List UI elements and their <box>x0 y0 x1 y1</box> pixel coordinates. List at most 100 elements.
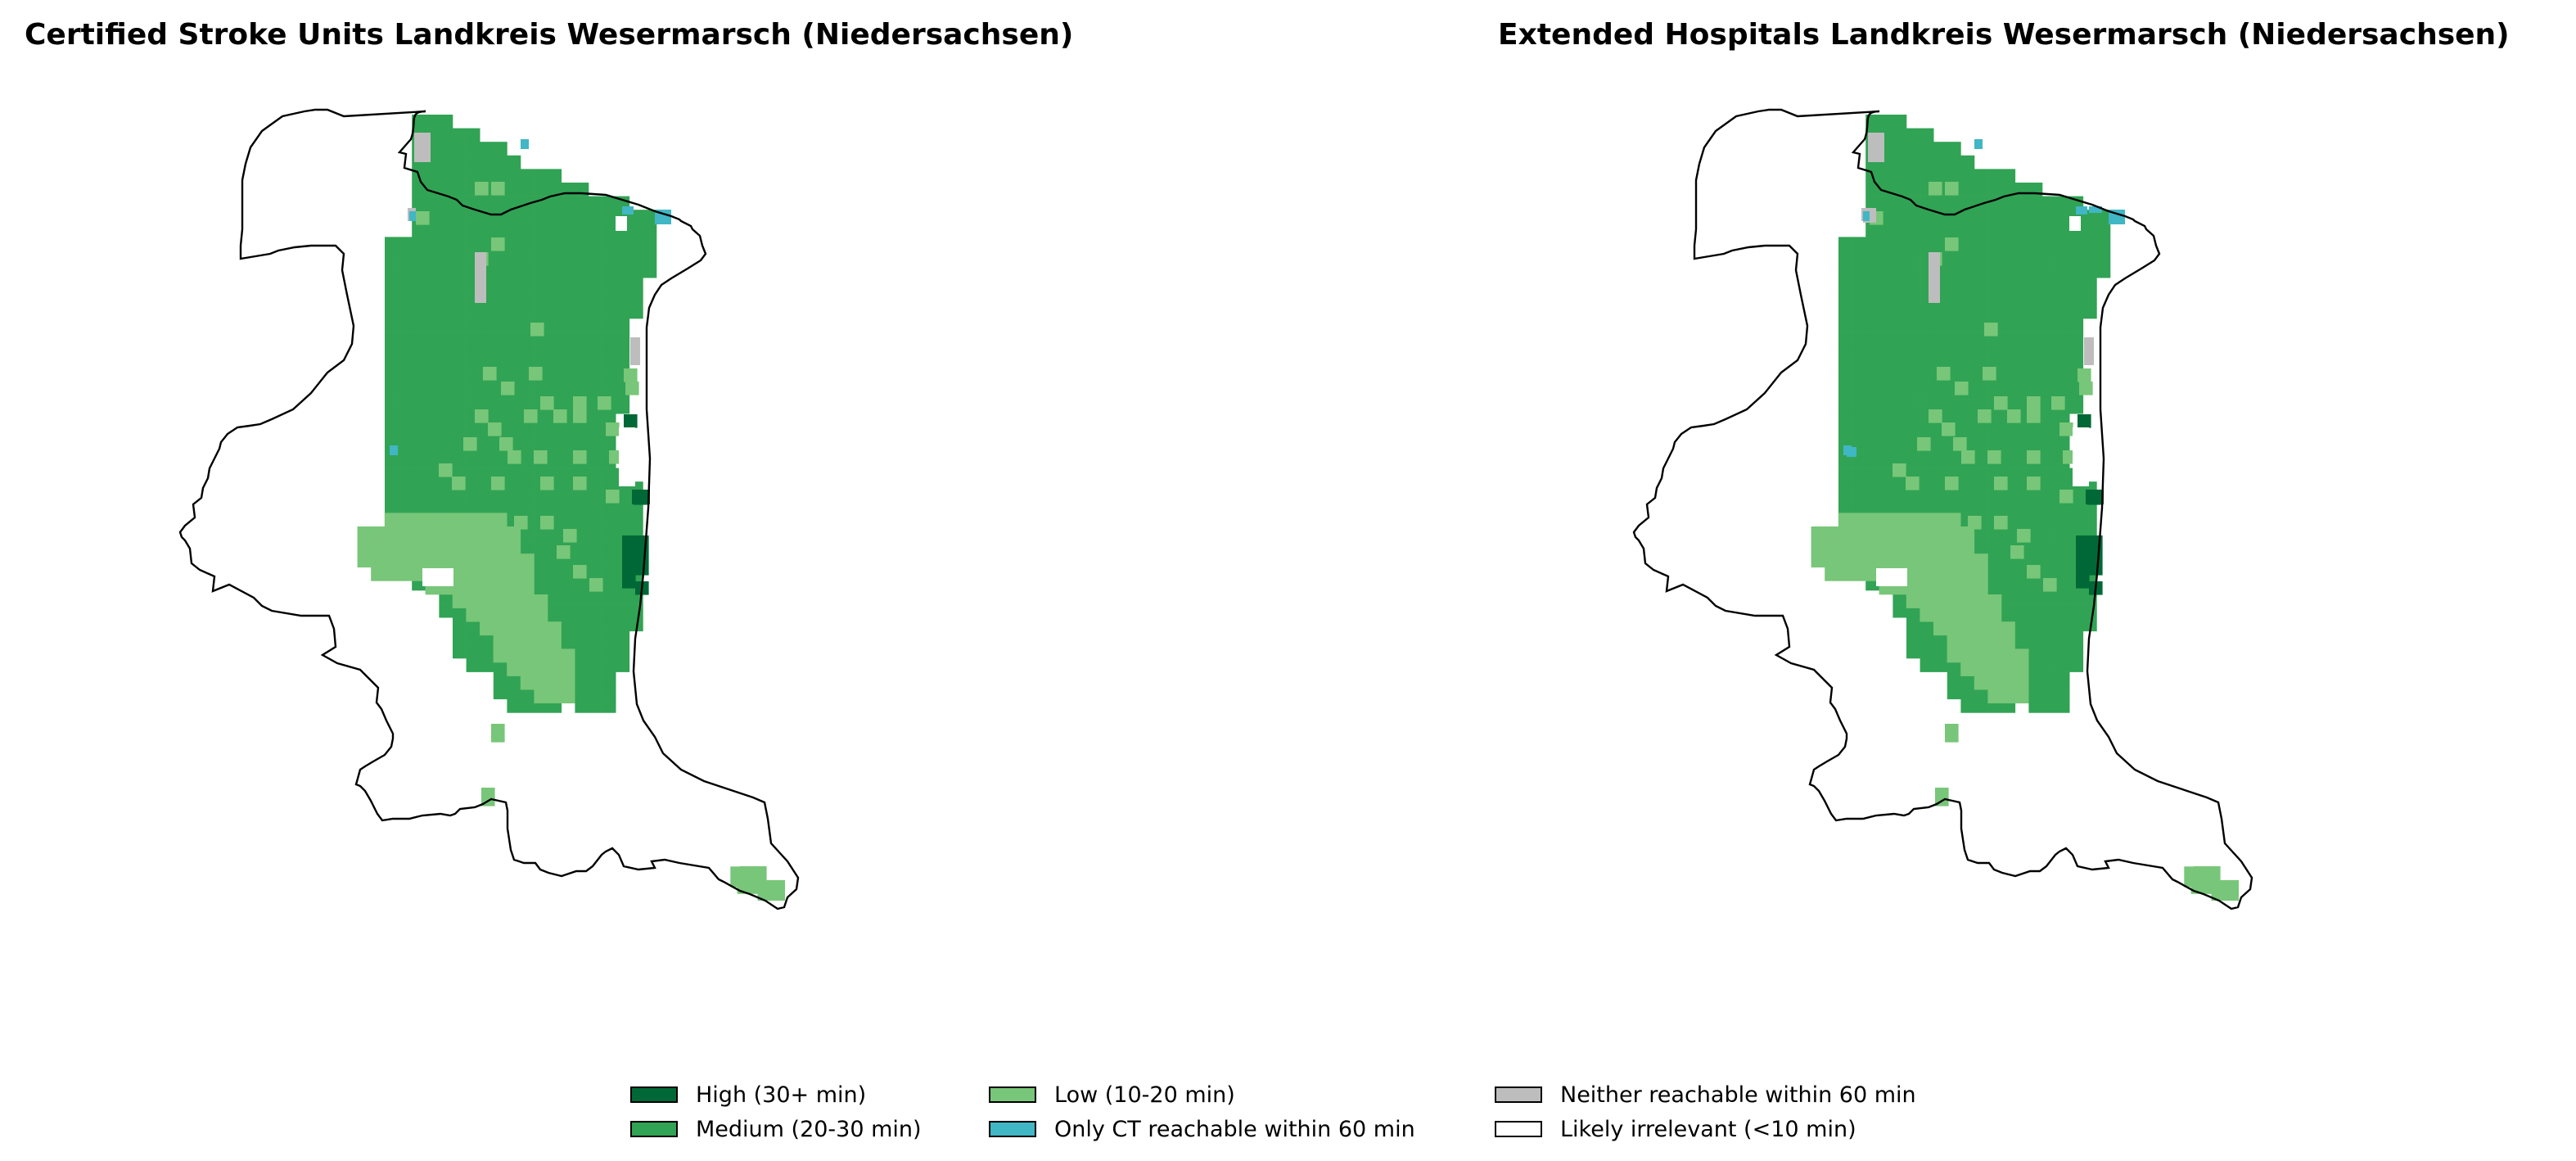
cell-medium <box>616 237 630 251</box>
cell-medium <box>1879 305 1893 319</box>
cell-medium <box>439 603 453 618</box>
cell-medium <box>2069 346 2084 360</box>
cell-low <box>548 621 562 636</box>
cell-medium <box>439 386 453 400</box>
cell-medium <box>548 440 562 455</box>
cell-low <box>1906 580 1920 595</box>
cell-low <box>2197 887 2205 894</box>
cell-low <box>398 526 413 540</box>
cell-medium <box>439 278 453 292</box>
cell-medium <box>2055 305 2070 319</box>
cell-medium <box>385 413 399 428</box>
cell-low <box>1978 409 1992 423</box>
cell-medium <box>1974 468 1988 482</box>
legend-item-neither: Neither reachable within 60 min <box>1495 1077 1916 1112</box>
cell-medium <box>1920 481 1934 496</box>
legend-label-ct-only: Only CT reachable within 60 min <box>1054 1116 1415 1142</box>
cell-low <box>412 540 426 554</box>
cell-medium <box>1933 142 1948 156</box>
cell-medium <box>493 318 508 332</box>
cell-medium <box>1879 373 1893 387</box>
cell-medium <box>1865 291 1880 305</box>
cell-medium <box>466 237 480 251</box>
cell-low <box>507 662 521 676</box>
cell-medium <box>1838 305 1852 319</box>
cell-low <box>480 594 494 608</box>
cell-medium <box>2028 576 2043 591</box>
cell-medium <box>534 346 548 360</box>
cell-medium <box>385 468 399 482</box>
cell-medium <box>1893 183 1907 197</box>
cell-medium <box>466 495 480 509</box>
cell-medium <box>507 400 521 414</box>
cell-low <box>1960 635 1975 649</box>
cell-low <box>2197 873 2205 881</box>
cell-medium <box>412 291 426 305</box>
cell-medium <box>534 549 548 564</box>
cell-medium <box>507 468 521 482</box>
cell-medium <box>1960 155 1975 169</box>
cell-low <box>1906 553 1920 568</box>
map-title-certified-stroke-units: Certified Stroke Units Landkreis Weserma… <box>25 18 1074 52</box>
cell-medium <box>589 508 602 523</box>
cell-low <box>439 553 453 568</box>
cell-medium <box>480 155 494 169</box>
cell-medium <box>2082 617 2097 632</box>
legend-label-neither: Neither reachable within 60 min <box>1560 1082 1916 1108</box>
cell-medium <box>1838 251 1852 264</box>
cell-medium <box>534 427 548 441</box>
cell-medium <box>575 291 589 305</box>
cell-medium <box>2042 603 2056 618</box>
cell-medium <box>425 115 440 129</box>
cell-medium <box>521 291 535 305</box>
cell-medium <box>1852 251 1866 264</box>
cell-low <box>1974 662 1988 676</box>
cell-low <box>1920 580 1934 595</box>
cell-low <box>1865 513 1879 527</box>
cell-medium <box>1987 278 2002 292</box>
cell-low <box>508 450 521 464</box>
cell-medium <box>466 644 480 659</box>
cell-medium <box>548 359 562 373</box>
cell-medium <box>1906 210 1920 224</box>
cell-medium <box>521 223 535 237</box>
cell-medium <box>2055 630 2070 645</box>
cell-medium <box>561 508 575 523</box>
cell-low <box>1879 540 1893 554</box>
cell-medium <box>548 332 562 346</box>
cell-medium <box>1906 630 1920 645</box>
cell-medium <box>1865 400 1880 414</box>
cell-low <box>625 382 639 395</box>
cell-low <box>573 409 587 423</box>
cell-medium <box>602 508 616 523</box>
cell-medium <box>2042 346 2056 360</box>
cell-medium <box>2055 603 2070 618</box>
cell-medium <box>439 291 453 305</box>
cell-low <box>1920 608 1934 622</box>
cell-low <box>488 422 502 436</box>
cell-medium <box>439 142 453 156</box>
cell-low <box>357 553 372 568</box>
cell-medium <box>1865 468 1880 482</box>
cell-medium <box>575 196 589 210</box>
cell-medium <box>534 264 548 278</box>
cell-low <box>452 553 467 568</box>
cell-medium <box>466 359 480 373</box>
cell-medium <box>602 630 616 645</box>
cell-medium <box>643 210 657 224</box>
cell-medium <box>2069 590 2084 604</box>
cell-medium <box>589 617 602 632</box>
cell-low <box>1974 648 1988 663</box>
cell-high <box>2077 414 2091 428</box>
cell-low <box>520 662 535 676</box>
cell-low <box>425 513 440 527</box>
cell-ct <box>2076 206 2087 215</box>
cell-medium <box>561 495 575 509</box>
cell-medium <box>466 332 480 346</box>
cell-low <box>493 580 508 595</box>
cell-medium <box>2014 223 2029 237</box>
cell-medium <box>1838 427 1852 441</box>
cell-low <box>384 553 399 568</box>
cell-medium <box>1920 454 1934 468</box>
cell-low <box>757 887 765 894</box>
